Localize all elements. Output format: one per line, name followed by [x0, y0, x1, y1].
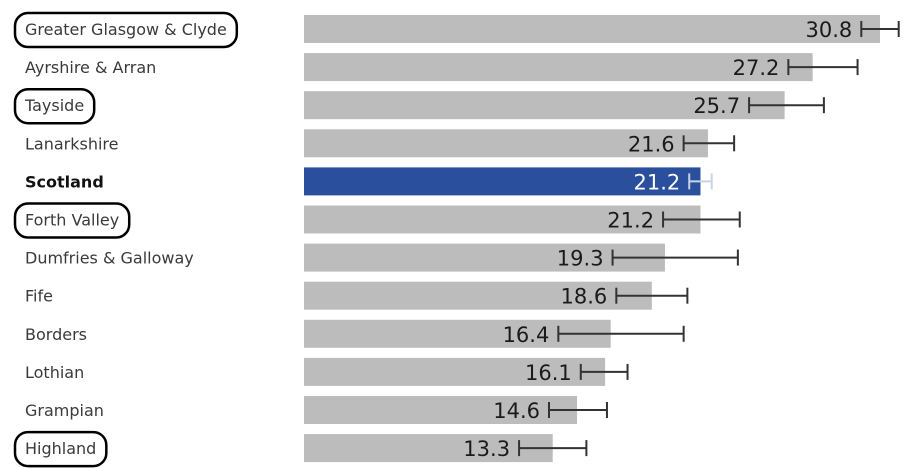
error-bar-fife [615, 287, 689, 304]
circle-annotation-forth-valley [13, 202, 131, 239]
category-labels-group: Greater Glasgow & Clyde Ayrshire & Arran T… [24, 20, 227, 458]
category-label-fife: Fife [25, 287, 53, 306]
category-label-lothian: Lothian [25, 363, 84, 382]
value-label-scotland: 21.2 [633, 170, 680, 194]
error-bar-dumfries-and-galloway [611, 249, 739, 266]
bar-greater-glasgow-and-clyde [304, 15, 880, 43]
value-label-lanarkshire: 21.6 [628, 132, 675, 156]
category-label-highland: Highland [25, 439, 96, 458]
error-bar-ayrshire-and-arran [787, 59, 859, 76]
category-label-borders: Borders [25, 325, 87, 344]
category-label-forth-valley: Forth Valley [25, 211, 119, 230]
error-bar-highland [518, 440, 588, 457]
value-labels-group: 30.827.225.721.621.221.219.318.616.416.1… [463, 18, 852, 461]
value-label-greater-glasgow-and-clyde: 30.8 [806, 18, 853, 42]
value-label-highland: 13.3 [463, 437, 510, 461]
value-label-tayside: 25.7 [693, 94, 740, 118]
error-bar-greater-glasgow-and-clyde [860, 21, 900, 37]
bar-ayrshire-and-arran [304, 53, 813, 82]
error-bar-scotland [688, 173, 713, 190]
category-label-scotland: Scotland [25, 172, 104, 191]
category-label-lanarkshire: Lanarkshire [25, 134, 119, 153]
value-label-ayrshire-and-arran: 27.2 [733, 56, 780, 80]
category-label-grampian: Grampian [25, 401, 104, 420]
category-label-greater-glasgow-and-clyde: Greater Glasgow & Clyde [25, 20, 227, 39]
bar-dumfries-and-galloway [304, 243, 665, 272]
circle-annotation-highland [13, 430, 108, 468]
annotation-circles-group [13, 11, 239, 468]
bar-grampian [304, 396, 578, 424]
error-bar-lanarkshire [682, 135, 736, 152]
bar-highland [304, 434, 553, 463]
category-label-tayside: Tayside [24, 96, 84, 115]
category-label-dumfries-and-galloway: Dumfries & Galloway [25, 249, 194, 268]
value-label-borders: 16.4 [503, 323, 550, 347]
bar-lothian [304, 357, 606, 386]
error-bar-forth-valley [662, 211, 741, 228]
bar-tayside [304, 91, 785, 120]
bar-fife [304, 281, 652, 310]
bars-group [304, 15, 880, 463]
bar-forth-valley [304, 205, 701, 234]
error-bar-tayside [748, 97, 825, 114]
bar-scotland [304, 167, 701, 196]
value-label-forth-valley: 21.2 [607, 209, 654, 233]
value-label-grampian: 14.6 [493, 399, 540, 423]
value-label-dumfries-and-galloway: 19.3 [557, 247, 604, 271]
error-bar-borders [557, 325, 685, 342]
circle-annotation-tayside [13, 87, 96, 125]
bar-lanarkshire [304, 129, 708, 158]
error-bars-group [518, 21, 900, 457]
value-label-fife: 18.6 [561, 285, 608, 309]
value-label-lothian: 16.1 [525, 361, 572, 385]
error-bar-lothian [579, 363, 629, 380]
circle-annotation-greater-glasgow-and-clyde [13, 11, 239, 49]
category-label-ayrshire-and-arran: Ayrshire & Arran [25, 58, 156, 77]
error-bar-grampian [547, 402, 608, 418]
